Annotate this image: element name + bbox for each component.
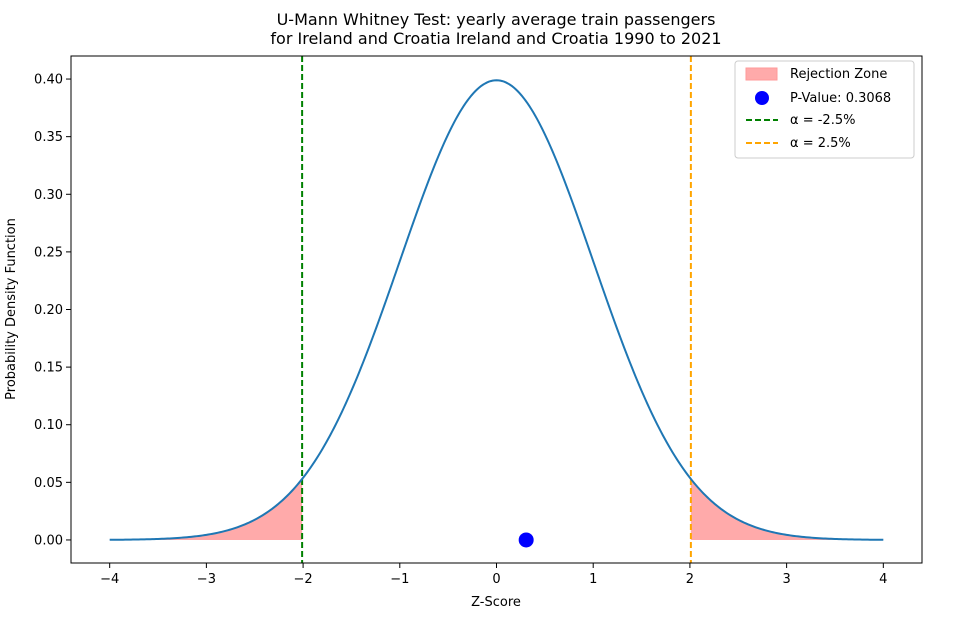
y-axis-label: Probability Density Function [4, 218, 19, 400]
curve-layer [109, 79, 884, 541]
y-tick-label: 0.20 [34, 303, 63, 318]
rejection-zone-left [109, 478, 303, 540]
p-value-point [518, 532, 534, 548]
chart-title-line1: U-Mann Whitney Test: yearly average trai… [277, 10, 716, 29]
legend-rejection-swatch [745, 67, 778, 81]
y-tick-label: 0.25 [34, 245, 63, 260]
p-value-layer [518, 532, 534, 548]
pdf-curve [109, 79, 884, 541]
x-tick-label: 4 [879, 572, 887, 587]
x-tick-label: −2 [294, 572, 313, 587]
x-tick-label: 1 [589, 572, 597, 587]
legend-label-alpha-low: α = -2.5% [790, 113, 855, 128]
legend-box [734, 60, 915, 159]
y-tick-label: 0.40 [34, 73, 63, 88]
legend-label-rejection: Rejection Zone [790, 67, 887, 82]
rejection-zone-right [690, 478, 884, 540]
x-tick-label: 0 [492, 572, 500, 587]
legend-label-pvalue: P-Value: 0.3068 [790, 91, 891, 106]
y-tick-label: 0.35 [34, 130, 63, 145]
legend: Rejection Zone P-Value: 0.3068 α = -2.5%… [734, 60, 915, 159]
y-axis-ticks: 0.00 0.05 0.10 0.15 0.20 0.25 0.30 0.35 0.40 [34, 73, 71, 548]
x-tick-label: 3 [782, 572, 790, 587]
x-tick-label: −4 [100, 572, 119, 587]
y-tick-label: 0.05 [34, 476, 63, 491]
x-tick-label: 2 [686, 572, 694, 587]
x-tick-label: −1 [390, 572, 409, 587]
chart-title-line2: for Ireland and Croatia Ireland and Croa… [270, 29, 721, 48]
y-tick-label: 0.10 [34, 418, 63, 433]
legend-label-alpha-high: α = 2.5% [790, 136, 851, 151]
legend-pvalue-marker [755, 91, 769, 105]
rejection-zone-layer [109, 478, 884, 540]
y-tick-label: 0.30 [34, 188, 63, 203]
y-tick-label: 0.00 [34, 533, 63, 548]
x-tick-label: −3 [197, 572, 216, 587]
x-axis-label: Z-Score [471, 595, 521, 610]
x-axis-ticks: −4 −3 −2 −1 0 1 2 3 4 [100, 563, 887, 587]
y-tick-label: 0.15 [34, 361, 63, 376]
critical-lines-layer [301, 56, 692, 563]
